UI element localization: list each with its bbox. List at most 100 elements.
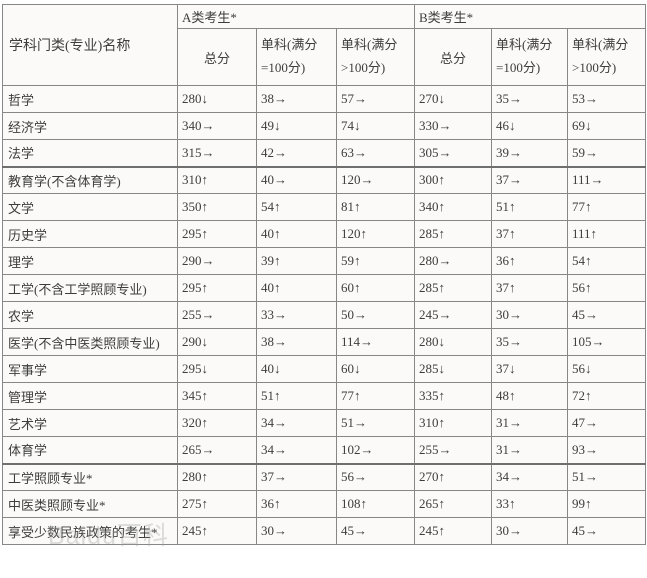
- header-line: 单科(满分: [341, 37, 398, 53]
- score-cell: 310↑: [177, 165, 257, 194]
- score-cell: 270↓: [414, 85, 492, 113]
- table-row: 中医类照顾专业* 275↑ 36↑ 108↑ 265↑ 33↑ 99↑: [2, 490, 647, 518]
- score-cell: 53→: [566, 85, 647, 113]
- score-cell: 114→: [336, 328, 415, 356]
- score-cell: 45→: [566, 301, 647, 329]
- header-group-a: A类考生*: [177, 4, 415, 29]
- score-cell: 30→: [491, 301, 568, 329]
- score-cell: 60↑: [336, 274, 415, 302]
- score-cell: 40→: [256, 165, 337, 194]
- score-cell: 285↓: [414, 355, 492, 383]
- row-name-cell: 艺术学: [2, 409, 178, 437]
- score-cell: 300↑: [414, 165, 492, 194]
- table-row: 管理学 345↑ 51↑ 77↑ 335↑ 48↑ 72↑: [2, 382, 647, 410]
- header-group-b: B类考生*: [413, 4, 647, 29]
- score-cell: 45→: [336, 517, 415, 545]
- row-name-cell: 享受少数民族政策的考生*: [2, 517, 178, 545]
- score-cell: 340↑: [414, 193, 492, 221]
- score-cell: 280↑: [177, 462, 257, 491]
- score-cell: 270↑: [414, 462, 492, 491]
- score-cell: 30→: [256, 517, 337, 545]
- header-b-single-eq100: 单科(满分 =100分): [491, 28, 568, 86]
- row-name-cell: 法学: [2, 139, 178, 167]
- score-cell: 72↑: [566, 382, 647, 410]
- score-cell: 40↓: [256, 355, 337, 383]
- header-b-single-gt100: 单科(满分 >100分): [566, 28, 647, 86]
- score-cell: 51↑: [256, 382, 337, 410]
- row-name-cell: 医学(不含中医类照顾专业): [2, 328, 178, 356]
- row-name-cell: 历史学: [2, 220, 178, 248]
- score-cell: 265↑: [414, 490, 492, 518]
- score-cell: 30→: [491, 517, 568, 545]
- table-row: 工学(不含工学照顾专业) 295↑ 40↑ 60↑ 285↑ 37↑ 56↑: [2, 274, 647, 302]
- score-cell: 93→: [566, 436, 647, 464]
- score-cell: 345↑: [177, 382, 257, 410]
- header-line: 单科(满分: [496, 37, 553, 53]
- score-cell: 48↑: [491, 382, 568, 410]
- score-cell: 49↓: [256, 112, 337, 140]
- score-cell: 69↓: [566, 112, 647, 140]
- score-cell: 111→: [566, 165, 647, 194]
- score-cell: 245↑: [177, 517, 257, 545]
- row-name-cell: 教育学(不含体育学): [2, 165, 178, 194]
- row-name-cell: 文学: [2, 193, 178, 221]
- header-line: =100分): [261, 60, 306, 75]
- score-cell: 245↑: [414, 517, 492, 545]
- table-row: 军事学 295↓ 40↓ 60↓ 285↓ 37↓ 56↓: [2, 355, 647, 383]
- header-line: >100分): [572, 60, 617, 75]
- score-cell: 56→: [336, 462, 415, 491]
- row-name-cell: 管理学: [2, 382, 178, 410]
- score-cell: 34→: [491, 462, 568, 491]
- row-name-cell: 军事学: [2, 355, 178, 383]
- score-cell: 280↓: [177, 85, 257, 113]
- score-cell: 50→: [336, 301, 415, 329]
- header-a-single-eq100: 单科(满分 =100分): [256, 28, 337, 86]
- table-row: 艺术学 320↑ 34→ 51→ 310↑ 31→ 47→: [2, 409, 647, 437]
- score-cell: 120→: [336, 165, 415, 194]
- score-cell: 56↓: [566, 355, 647, 383]
- row-name-cell: 中医类照顾专业*: [2, 490, 178, 518]
- score-cell: 350↑: [177, 193, 257, 221]
- table-row: 教育学(不含体育学) 310↑ 40→ 120→ 300↑ 37→ 111→: [2, 165, 647, 194]
- score-cell: 290↓: [177, 328, 257, 356]
- score-cell: 335↑: [414, 382, 492, 410]
- table-row: 文学 350↑ 54↑ 81↑ 340↑ 51↑ 77↑: [2, 193, 647, 221]
- table-header: 学科门类(专业)名称 A类考生* B类考生* 总分 单科(满分 =100分) 单科…: [2, 4, 647, 86]
- score-cell: 56↑: [566, 274, 647, 302]
- score-cell: 77↑: [336, 382, 415, 410]
- header-line: 单科(满分: [572, 37, 629, 53]
- score-cell: 36↑: [491, 247, 568, 275]
- score-cell: 285↑: [414, 220, 492, 248]
- score-cell: 245→: [414, 301, 492, 329]
- row-name-cell: 哲学: [2, 85, 178, 113]
- score-cell: 38→: [256, 85, 337, 113]
- score-cell: 37↓: [491, 355, 568, 383]
- score-cell: 275↑: [177, 490, 257, 518]
- row-name-cell: 工学照顾专业*: [2, 462, 178, 491]
- score-cell: 305→: [414, 139, 492, 167]
- score-cell: 102→: [336, 436, 415, 464]
- score-cell: 51→: [336, 409, 415, 437]
- score-cell: 42→: [256, 139, 337, 167]
- header-discipline-name: 学科门类(专业)名称: [2, 4, 178, 86]
- score-cell: 265→: [177, 436, 257, 464]
- score-cell: 31→: [491, 436, 568, 464]
- score-cell: 37↑: [491, 274, 568, 302]
- score-cell: 35→: [491, 85, 568, 113]
- score-cell: 320↑: [177, 409, 257, 437]
- score-cell: 34→: [256, 436, 337, 464]
- score-cell: 51→: [566, 462, 647, 491]
- score-cell: 36↑: [256, 490, 337, 518]
- score-cutoff-table: 学科门类(专业)名称 A类考生* B类考生* 总分 单科(满分 =100分) 单科…: [2, 4, 647, 545]
- score-cell: 60↓: [336, 355, 415, 383]
- score-cell: 40↑: [256, 274, 337, 302]
- score-cell: 330→: [414, 112, 492, 140]
- score-cell: 39↑: [256, 247, 337, 275]
- score-cell: 280↓: [414, 328, 492, 356]
- row-name-cell: 农学: [2, 301, 178, 329]
- header-line: 单科(满分: [261, 37, 318, 53]
- header-line: >100分): [341, 60, 386, 75]
- score-cell: 280→: [414, 247, 492, 275]
- score-cell: 40↑: [256, 220, 337, 248]
- table-row: 理学 290→ 39↑ 59↑ 280→ 36↑ 54↑: [2, 247, 647, 275]
